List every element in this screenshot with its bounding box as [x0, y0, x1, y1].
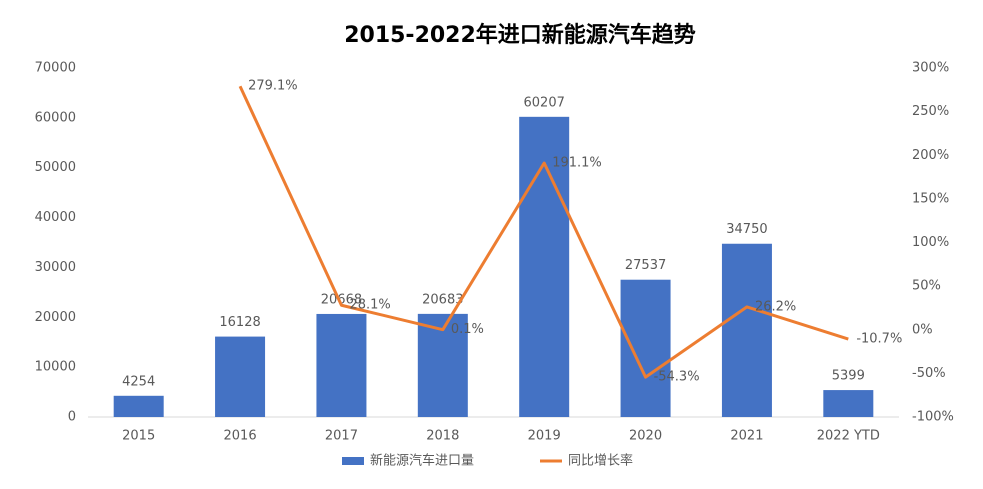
- y2-tick-label: 0%: [912, 322, 933, 337]
- y2-tick-label: -50%: [912, 366, 946, 381]
- x-tick-label: 2016: [224, 429, 257, 444]
- x-tick-label: 2021: [730, 429, 763, 444]
- line-value-label: -10.7%: [856, 332, 902, 347]
- y-tick-label: 0: [68, 410, 76, 425]
- bar-value-label: 20668: [321, 292, 362, 307]
- line: [238, 85, 849, 379]
- x-tick-label: 2020: [629, 429, 662, 444]
- y2-tick-label: -100%: [912, 410, 954, 425]
- line-value-label: 26.2%: [755, 299, 796, 314]
- bar-value-label: 5399: [832, 369, 865, 384]
- y2-tick-label: 300%: [912, 61, 949, 76]
- y-tick-label: 20000: [35, 310, 76, 325]
- bar: [620, 279, 671, 417]
- bar-value-label: 16128: [219, 315, 260, 330]
- bar: [721, 243, 772, 417]
- x-tick-label: 2017: [325, 429, 358, 444]
- y2-tick-label: 50%: [912, 279, 941, 294]
- bar: [215, 336, 266, 417]
- y-tick-label: 70000: [35, 61, 76, 76]
- bar: [316, 313, 367, 417]
- y-tick-label: 50000: [35, 160, 76, 175]
- legend-label: 同比增长率: [568, 453, 633, 469]
- bar-value-label: 60207: [524, 95, 565, 110]
- line-value-label: -54.3%: [654, 370, 700, 385]
- line-value-label: 279.1%: [248, 79, 298, 94]
- x-tick-label: 2019: [528, 429, 561, 444]
- x-tick-label: 2015: [122, 429, 155, 444]
- bar-value-label: 34750: [726, 222, 767, 237]
- line-value-label: 191.1%: [552, 156, 602, 171]
- y2-tick-label: 200%: [912, 148, 949, 163]
- bar-value-label: 20683: [422, 292, 463, 307]
- bar: [823, 390, 874, 417]
- y-tick-label: 30000: [35, 260, 76, 275]
- y2-tick-label: 100%: [912, 235, 949, 250]
- y-tick-label: 40000: [35, 210, 76, 225]
- bar: [113, 395, 164, 417]
- x-tick-label: 2022 YTD: [817, 429, 880, 444]
- y2-tick-label: 150%: [912, 191, 949, 206]
- bar-value-label: 4254: [122, 374, 155, 389]
- bar: [519, 116, 570, 417]
- y2-tick-label: 250%: [912, 104, 949, 119]
- x-tick-label: 2018: [426, 429, 459, 444]
- y-tick-label: 10000: [35, 360, 76, 375]
- legend-label: 新能源汽车进口量: [370, 453, 474, 469]
- line-value-label: 28.1%: [349, 298, 390, 313]
- legend-swatch: [342, 457, 364, 465]
- y-tick-label: 60000: [35, 110, 76, 125]
- line-value-label: 0.1%: [451, 322, 484, 337]
- chart-title: 2015-2022年进口新能源汽车趋势: [344, 22, 696, 48]
- bar-value-label: 27537: [625, 258, 666, 273]
